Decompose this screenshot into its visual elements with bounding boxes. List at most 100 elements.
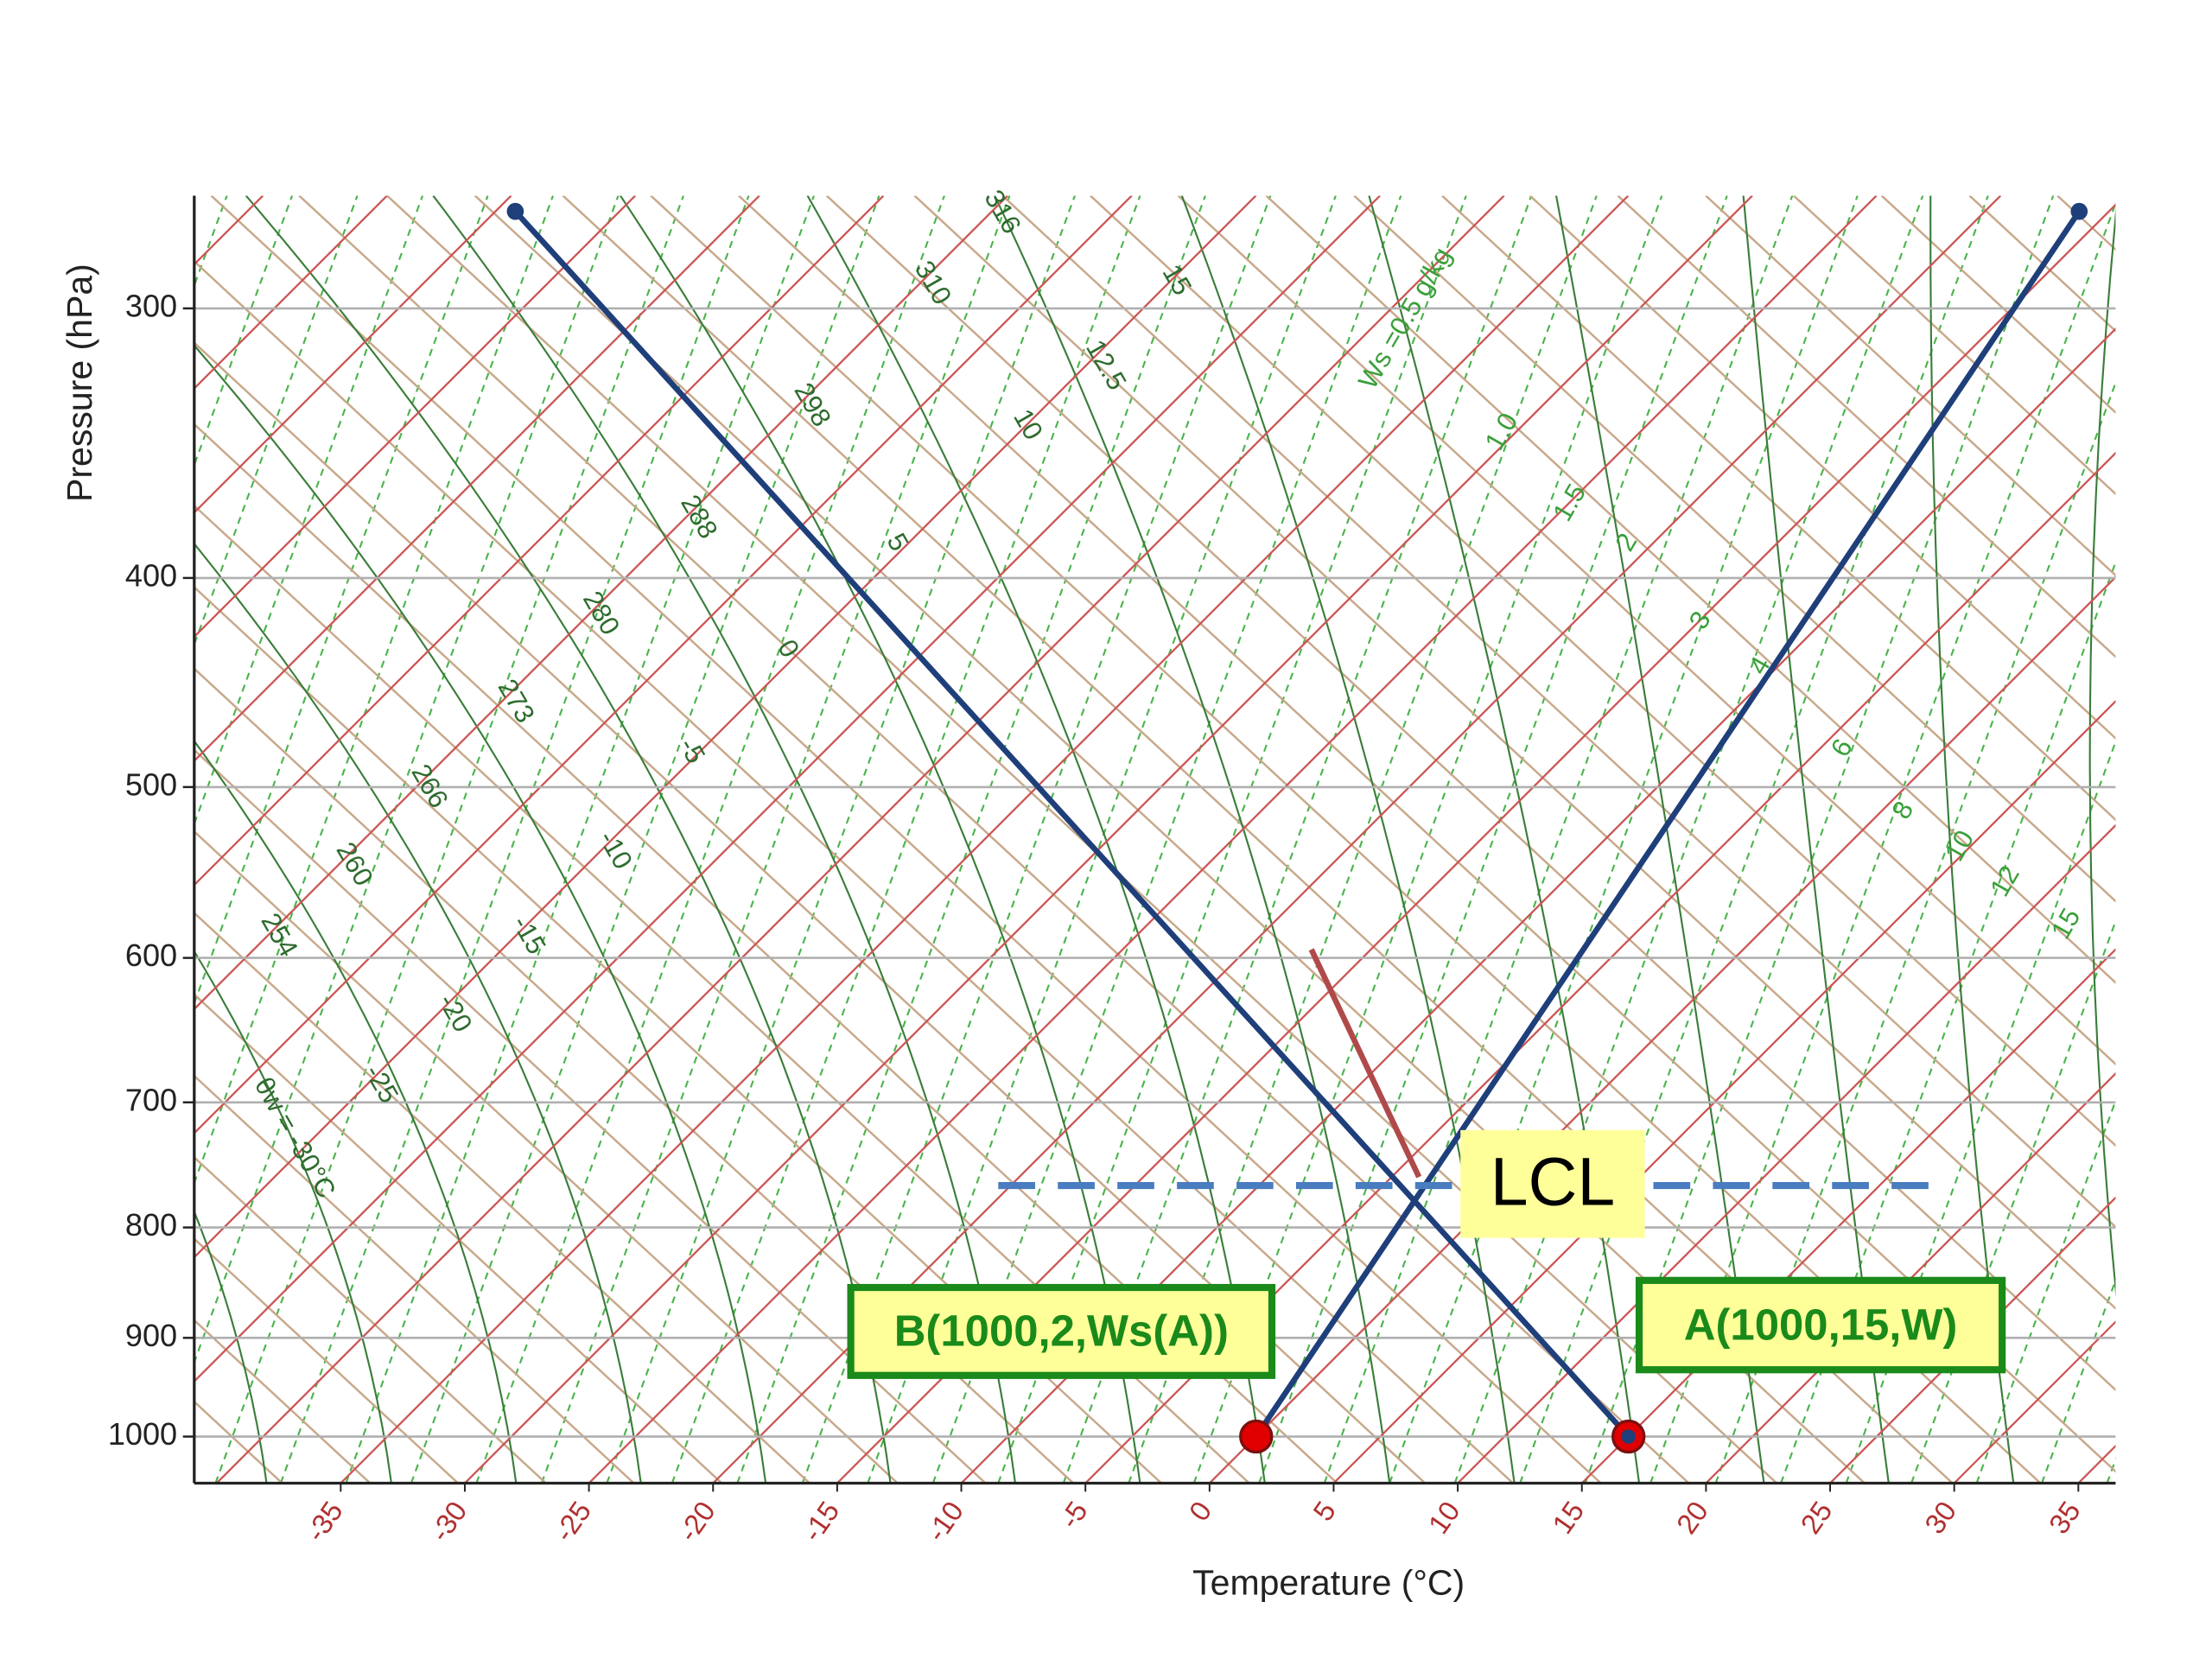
- mixing-ratio-line: [1389, 195, 1859, 1484]
- dry-adiabat: [913, 195, 2116, 1310]
- y-tick-label: 500: [125, 766, 177, 802]
- line: [1308, 948, 1422, 1179]
- mixing-ratio-line: [194, 195, 620, 1365]
- dry-adiabat: [1265, 195, 2116, 984]
- isotherm: [194, 195, 885, 887]
- dry-adiabat: [2145, 195, 2212, 1483]
- y-tick-label: 400: [125, 557, 177, 593]
- dry-adiabat: [194, 585, 1162, 1484]
- dry-adiabat: [825, 195, 2116, 1392]
- x-tick-label: 15: [1546, 1496, 1590, 1540]
- dry-adiabat: [194, 830, 899, 1484]
- dry-adiabat: [562, 195, 1954, 1484]
- mixing-ratio-line: [801, 195, 1272, 1484]
- callout-text: B(1000,2,Ws(A)): [894, 1306, 1229, 1356]
- dry-adiabat: [194, 1155, 547, 1484]
- mixing-ratio-line: [1128, 195, 1598, 1484]
- moist-adiabat: [194, 950, 392, 1484]
- moist-adiabat: [2088, 207, 2116, 1297]
- mixing-ratio-line: [736, 195, 1206, 1484]
- isopleth-label: 15: [1157, 259, 1198, 301]
- line-end: [2070, 202, 2088, 220]
- x-tick-label: -30: [423, 1496, 474, 1548]
- mixing-ratio-line: [1323, 195, 1794, 1484]
- x-tick-label: -25: [548, 1496, 598, 1548]
- x-tick-label: 5: [1306, 1496, 1342, 1527]
- isopleth-label: -10: [593, 825, 639, 874]
- y-tick-label: 900: [125, 1318, 177, 1353]
- line-end: [506, 202, 524, 220]
- dry-adiabat: [650, 195, 2042, 1484]
- mixing-ratio-line: [214, 195, 684, 1484]
- x-tick-label: -35: [299, 1496, 349, 1548]
- mixing-ratio-line: [1584, 195, 2055, 1484]
- mixing-ratio-line: [671, 195, 1141, 1484]
- dry-adiabat: [1353, 195, 2116, 903]
- isopleth-label: -20: [433, 988, 479, 1037]
- moist-adiabat: [194, 1209, 268, 1484]
- isopleth-label: 5: [881, 528, 915, 556]
- dry-adiabat: [194, 423, 1338, 1484]
- line: [512, 209, 1631, 1439]
- mixing-ratio-line: [1192, 195, 1663, 1484]
- mixing-ratio-line: [410, 195, 880, 1484]
- dry-adiabat: [194, 911, 810, 1484]
- callout-box: [1635, 1276, 2006, 1374]
- mixing-ratio-line: [279, 195, 750, 1484]
- isopleth-label: 2: [1609, 528, 1643, 556]
- isotherm: [0, 195, 15, 1483]
- isotherm: [588, 195, 1878, 1484]
- moist-adiabat: [1368, 195, 1641, 1484]
- isopleth-label: 6: [1825, 734, 1859, 762]
- line-start: [1621, 1429, 1636, 1444]
- x-tick-label: -10: [920, 1496, 970, 1548]
- isotherm: [194, 195, 1133, 1135]
- mixing-ratio-line: [1714, 380, 2116, 1484]
- mixing-ratio-line: [194, 195, 294, 468]
- mixing-ratio-line: [2041, 1277, 2116, 1484]
- callout-box: [847, 1283, 1276, 1379]
- mixing-ratio-line: [997, 195, 1467, 1484]
- isopleth-label: Ws =0.5 g/kg: [1352, 242, 1458, 394]
- isotherm: [836, 203, 2116, 1484]
- dry-adiabat: [1705, 195, 2116, 577]
- background-lines: [0, 195, 2212, 1484]
- dry-adiabat: [1793, 195, 2116, 496]
- x-tick-label: 25: [1794, 1496, 1838, 1540]
- mixing-ratio-line: [2172, 195, 2212, 1483]
- y-axis-label: Pressure (hPa): [60, 264, 99, 502]
- moist-adiabat: [194, 739, 518, 1484]
- mixing-ratio-line: [1453, 195, 1924, 1484]
- dry-adiabat: [1001, 195, 2116, 1229]
- moist-adiabat: [1180, 195, 1516, 1484]
- dry-adiabat: [1090, 195, 2116, 1147]
- isotherm: [194, 195, 637, 639]
- mixing-ratio-line: [1062, 195, 1533, 1484]
- isotherm: [1332, 699, 2116, 1484]
- mixing-ratio-line: [475, 195, 945, 1484]
- dry-adiabat: [194, 1074, 635, 1484]
- isopleth-label: 266: [405, 759, 454, 813]
- isopleth-label: 12.5: [1080, 334, 1133, 395]
- callout-text: LCL: [1491, 1143, 1615, 1219]
- dry-adiabat: [194, 1319, 372, 1484]
- dry-adiabat: [298, 195, 1690, 1484]
- x-tick-label: -20: [671, 1496, 721, 1548]
- x-tick-label: 20: [1670, 1496, 1714, 1540]
- mixing-ratio-line: [194, 195, 228, 289]
- dry-adiabat: [194, 341, 1427, 1484]
- point: [1239, 1419, 1274, 1454]
- dry-adiabat: [194, 667, 1075, 1484]
- isotherm: [194, 195, 1381, 1383]
- mixing-ratio-line: [345, 195, 815, 1484]
- dry-adiabat: [738, 195, 2116, 1473]
- y-tick-label: 800: [125, 1207, 177, 1243]
- moist-adiabat: [994, 195, 1391, 1484]
- dry-adiabat: [386, 195, 1778, 1484]
- isotherm: [194, 195, 512, 514]
- isopleth-label: θw = -30°C: [249, 1072, 342, 1204]
- callout-text: A(1000,15,W): [1684, 1300, 1958, 1349]
- isopleth-label: 280: [577, 586, 626, 640]
